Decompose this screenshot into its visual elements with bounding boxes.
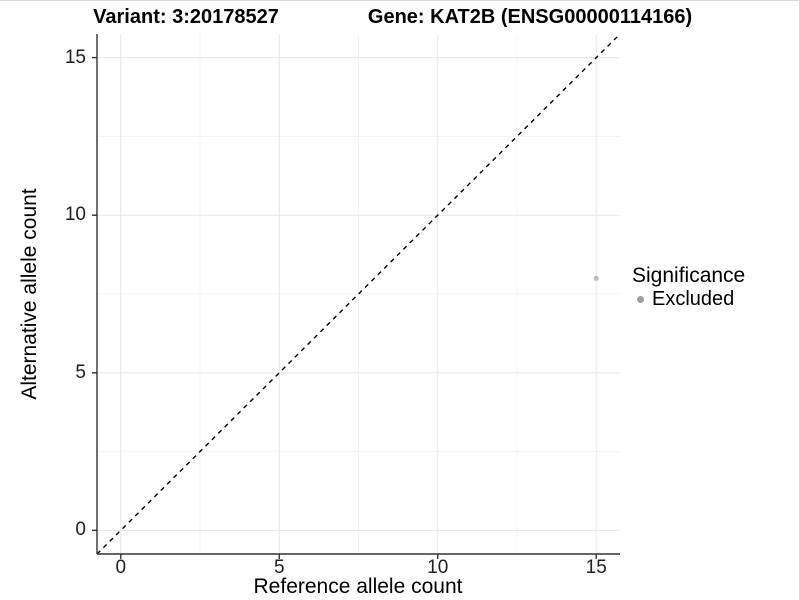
legend-title: Significance: [632, 264, 746, 287]
legend: Significance Excluded: [632, 263, 745, 311]
x-tick-label: 0: [115, 557, 127, 578]
y-axis-title: Alternative allele count: [18, 188, 41, 400]
y-tick-label: 5: [75, 361, 86, 383]
plot-panel: [92, 33, 621, 559]
variant-title: Variant: 3:20178527: [93, 6, 279, 28]
y-tick-label: 15: [64, 46, 86, 68]
x-axis-title: Reference allele count: [253, 575, 463, 598]
legend-marker-circle-icon: [637, 296, 644, 303]
gene-title: Gene: KAT2B (ENSG00000114166): [367, 6, 693, 28]
x-tick-label: 5: [273, 557, 285, 578]
x-tick-label: 15: [585, 557, 607, 578]
data-point: [593, 275, 599, 281]
legend-item-label: Excluded: [652, 288, 735, 310]
legend-item-excluded: Excluded: [632, 288, 745, 311]
x-tick-label: 10: [427, 557, 449, 578]
y-tick-label: 10: [64, 204, 86, 226]
y-tick-label: 0: [75, 519, 86, 541]
